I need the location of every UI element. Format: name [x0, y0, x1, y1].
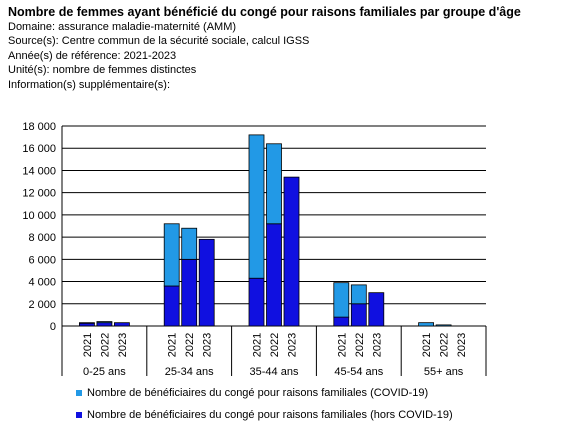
reference-year-line: Année(s) de référence: 2021-2023	[8, 49, 177, 62]
legend-item-hors-covid: Nombre de bénéficiaires du congé pour ra…	[76, 408, 453, 422]
chart-legend: Nombre de bénéficiaires du congé pour ra…	[76, 386, 453, 430]
year-tick-label: 2022	[184, 333, 196, 357]
bar-segment	[248, 277, 265, 327]
year-tick-label: 2023	[287, 333, 299, 357]
bar-segment	[79, 322, 95, 327]
legend-label-covid: Nombre de bénéficiaires du congé pour ra…	[87, 387, 429, 399]
bar-segment	[79, 322, 95, 324]
y-tick-label: 12 000	[22, 188, 56, 200]
year-tick-label: 2023	[371, 333, 383, 357]
age-group-label: 45-54 ans	[334, 366, 383, 378]
legend-item-covid: Nombre de bénéficiaires du congé pour ra…	[76, 386, 453, 400]
domain-line: Domaine: assurance maladie-maternité (AM…	[8, 21, 237, 33]
y-tick-label: 10 000	[22, 210, 56, 222]
legend-swatch-covid	[76, 390, 82, 396]
bar-segment	[333, 316, 350, 327]
year-tick-label: 2022	[354, 333, 366, 357]
y-tick-label: 16 000	[22, 143, 56, 155]
year-tick-label: 2023	[117, 333, 129, 357]
bar-segment	[198, 238, 215, 327]
legend-swatch-hors-covid	[76, 412, 82, 418]
info-line: Information(s) supplémentaire(s):	[8, 78, 171, 91]
y-tick-label: 2 000	[28, 299, 56, 311]
bar-segment	[266, 223, 282, 327]
year-tick-label: 2022	[99, 333, 111, 357]
year-tick-label: 2021	[252, 333, 264, 357]
y-tick-label: 4 000	[28, 277, 56, 289]
age-group-label: 0-25 ans	[83, 366, 126, 378]
y-tick-label: 18 000	[22, 121, 56, 133]
year-tick-label: 2022	[269, 333, 281, 357]
bar-segment	[96, 322, 113, 327]
chart-title: Nombre de femmes ayant bénéficié du cong…	[8, 5, 521, 19]
y-tick-label: 0	[50, 321, 56, 333]
year-tick-label: 2021	[421, 333, 433, 357]
source-line: Source(s): Centre commun de la sécurité …	[8, 35, 310, 48]
bar-segment	[368, 292, 385, 327]
year-tick-label: 2021	[167, 333, 179, 357]
bar-segment	[181, 227, 198, 260]
unit-line: Unité(s): nombre de femmes distinctes	[8, 64, 197, 77]
bar-segment	[96, 321, 113, 324]
year-tick-label: 2023	[456, 333, 468, 357]
bar-segment	[248, 134, 265, 279]
bar-segment	[283, 176, 300, 327]
bar-segment	[181, 258, 198, 327]
age-group-label: 55+ ans	[424, 366, 464, 378]
bar-segment	[266, 143, 282, 225]
year-tick-label: 2022	[439, 333, 451, 357]
age-group-label: 35-44 ans	[250, 366, 299, 378]
bar-segment	[333, 282, 350, 318]
bar-segment	[350, 303, 367, 327]
y-tick-label: 14 000	[22, 165, 56, 177]
year-tick-label: 2021	[336, 333, 348, 357]
y-tick-label: 8 000	[28, 232, 56, 244]
bar-segment	[163, 285, 180, 327]
bar-segment	[163, 223, 180, 287]
chart-header: Nombre de femmes ayant bénéficié du cong…	[8, 4, 568, 92]
legend-label-hors-covid: Nombre de bénéficiaires du congé pour ra…	[87, 409, 453, 421]
age-group-label: 25-34 ans	[165, 366, 214, 378]
bar-segment	[435, 324, 452, 327]
bar-segment	[418, 322, 435, 327]
year-tick-label: 2021	[82, 333, 94, 357]
bar-segment	[350, 284, 367, 305]
bar-segment	[114, 322, 130, 327]
year-tick-label: 2023	[202, 333, 214, 357]
y-tick-label: 6 000	[28, 254, 56, 266]
